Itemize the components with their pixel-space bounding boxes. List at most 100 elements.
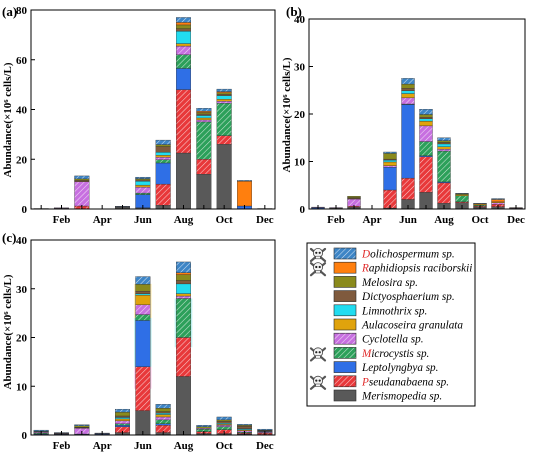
bar-segment-cyclotella-sp [135, 304, 151, 315]
bar-segment-dolichospermum-sp [216, 88, 232, 92]
bar-segment-raphidiopsis-raciborskii [216, 91, 232, 94]
chart-panel-0: 0 20 40 60 80 Feb Apr Jun Aug Oct Dec Abundance(×10… [2, 4, 276, 226]
legend-swatch [333, 347, 357, 359]
bar-segment-dolichospermum-sp [216, 416, 232, 421]
bar-segment-raphidiopsis-raciborskii [491, 199, 505, 203]
bar-segment-melosira-sp [135, 178, 151, 181]
panel-label: (a) [2, 4, 17, 19]
bar-segment-dolichospermum-sp [383, 151, 397, 154]
bar-segment-dolichospermum-sp [401, 78, 415, 85]
legend-swatch [333, 261, 357, 274]
bar-segment-dolichospermum-sp [155, 139, 171, 145]
bar-segment-dolichospermum-sp [115, 408, 130, 413]
bar-segment-dolichospermum-sp [176, 17, 191, 23]
bar-segment-cyclotella-sp [135, 186, 151, 194]
legend-swatch [333, 304, 357, 317]
y-tick-label: 40 [294, 14, 306, 26]
bar-segment-leptolyngbya-sp [176, 68, 191, 90]
bar-segment-cyclotella-sp [216, 425, 232, 427]
bar-segment-melosira-sp [135, 284, 151, 292]
axes-frame [30, 9, 276, 210]
bar-segment-cyclotella-sp [216, 101, 232, 104]
bar-segment-aulacoseira-granulata [135, 294, 151, 306]
x-tick-label: Jun [399, 214, 417, 226]
bar-segment-cyclotella-sp [155, 416, 171, 421]
legend-label: Leptolyngbya sp. [361, 362, 438, 374]
x-tick-label: Apr [93, 440, 112, 452]
legend-entry-pseudanabaena-sp: Pseudanabaena sp. [309, 375, 449, 390]
legend-entry-dolichospermum-sp: Dolichospermum sp. [309, 247, 455, 263]
chart-panel-1: 0 10 20 30 40 Feb Apr Jun Aug Oct Dec Abundance(×10… [281, 4, 526, 226]
bar-segment-melosira-sp [74, 425, 90, 428]
bar-segment-microcystis-sp [176, 54, 191, 69]
bar-segment-dictyosphaerium-sp [115, 415, 130, 418]
bar-segment-microcystis-sp [155, 159, 171, 164]
legend-swatch [333, 318, 357, 331]
legend-label: Aulacoseira granulata [361, 320, 463, 332]
x-tick-label: Aug [174, 440, 194, 452]
bar-segment-dolichospermum-sp [33, 429, 49, 432]
bar-segment-limnothrix-sp [155, 152, 171, 156]
bar-segment-dolichospermum-sp [74, 424, 90, 426]
bar-segment-pseudanabaena-sp [196, 159, 212, 175]
legend-entry-merismopedia-sp: Merismopedia sp. [333, 389, 442, 403]
bar-segment-microcystis-sp [135, 314, 151, 321]
bar-segment-raphidiopsis-raciborskii [237, 180, 252, 207]
bar-segment-microcystis-sp [419, 141, 433, 156]
legend-entry-leptolyngbya-sp: Leptolyngbya sp. [333, 361, 438, 374]
bar-segment-cyclotella-sp [74, 181, 90, 207]
bar-segment-raphidiopsis-raciborskii [196, 111, 212, 113]
bar-segment-leptolyngbya-sp [383, 167, 397, 191]
bar-segment-cyclotella-sp [437, 148, 451, 152]
bar-segment-aulacoseira-granulata [196, 117, 212, 121]
x-tick-label: Dec [256, 214, 274, 226]
legend-swatch [333, 247, 357, 260]
bar-segment-melosira-sp [155, 408, 171, 412]
toxic-skull-icon [309, 375, 327, 390]
legend-swatch [333, 361, 357, 373]
panel-label: (c) [2, 230, 16, 245]
bar-segment-raphidiopsis-raciborskii [176, 272, 191, 275]
bar-segment-melosira-sp [155, 144, 171, 147]
legend-label: Limnothrix sp. [361, 305, 427, 317]
bar-segment-aulacoseira-granulata [115, 418, 130, 422]
y-tick-label: 40 [16, 105, 28, 117]
axes-frame [308, 18, 526, 210]
bar-segment-pseudanabaena-sp [176, 337, 191, 377]
legend: Dolichospermum sp. Raphidiopsis raciborsk… [306, 242, 476, 407]
chart-panel-2: 0 10 20 30 40 Feb Apr Jun Aug Oct Dec Abundance(×10… [2, 230, 276, 452]
bar-segment-dictyosphaerium-sp [437, 142, 451, 145]
bar-segment-limnothrix-sp [419, 118, 433, 122]
legend-label: Microcystis sp. [361, 348, 429, 360]
bar-segment-dictyosphaerium-sp [176, 28, 191, 32]
legend-swatch [333, 375, 357, 388]
y-tick-label: 40 [16, 235, 28, 247]
bar-segment-pseudanabaena-sp [155, 183, 171, 206]
x-tick-label: Feb [53, 440, 71, 452]
bar-segment-dolichospermum-sp [155, 404, 171, 409]
bar-segment-dolichospermum-sp [491, 198, 505, 200]
legend-entry-cyclotella-sp: Cyclotella sp. [333, 332, 424, 346]
bar-segment-dolichospermum-sp [196, 108, 212, 112]
bar-segment-leptolyngbya-sp [401, 104, 415, 179]
bar-segment-microcystis-sp [216, 426, 232, 430]
bar-segment-aulacoseira-granulata [155, 414, 171, 418]
bar-segment-limnothrix-sp [135, 293, 151, 296]
bar-segment-limnothrix-sp [135, 180, 151, 186]
bar-segment-microcystis-sp [176, 298, 191, 338]
bar-segment-cyclotella-sp [115, 420, 130, 424]
bar-segment-microcystis-sp [115, 423, 130, 426]
bar-segment-dolichospermum-sp [237, 180, 252, 182]
bar-segment-melosira-sp [347, 196, 361, 198]
bar-segment-pseudanabaena-sp [437, 182, 451, 204]
bar-segment-melosira-sp [419, 114, 433, 118]
x-tick-label: Aug [434, 214, 454, 226]
x-tick-label: Feb [53, 214, 71, 226]
legend-entry-aulacoseira-granulata: Aulacoseira granulata [333, 318, 463, 332]
bar-segment-aulacoseira-granulata [155, 155, 171, 158]
bar-segment-limnothrix-sp [176, 30, 191, 44]
bar-segment-pseudanabaena-sp [401, 177, 415, 200]
bar-segment-aulacoseira-granulata [216, 99, 232, 102]
bar-segment-dolichospermum-sp [74, 175, 90, 180]
